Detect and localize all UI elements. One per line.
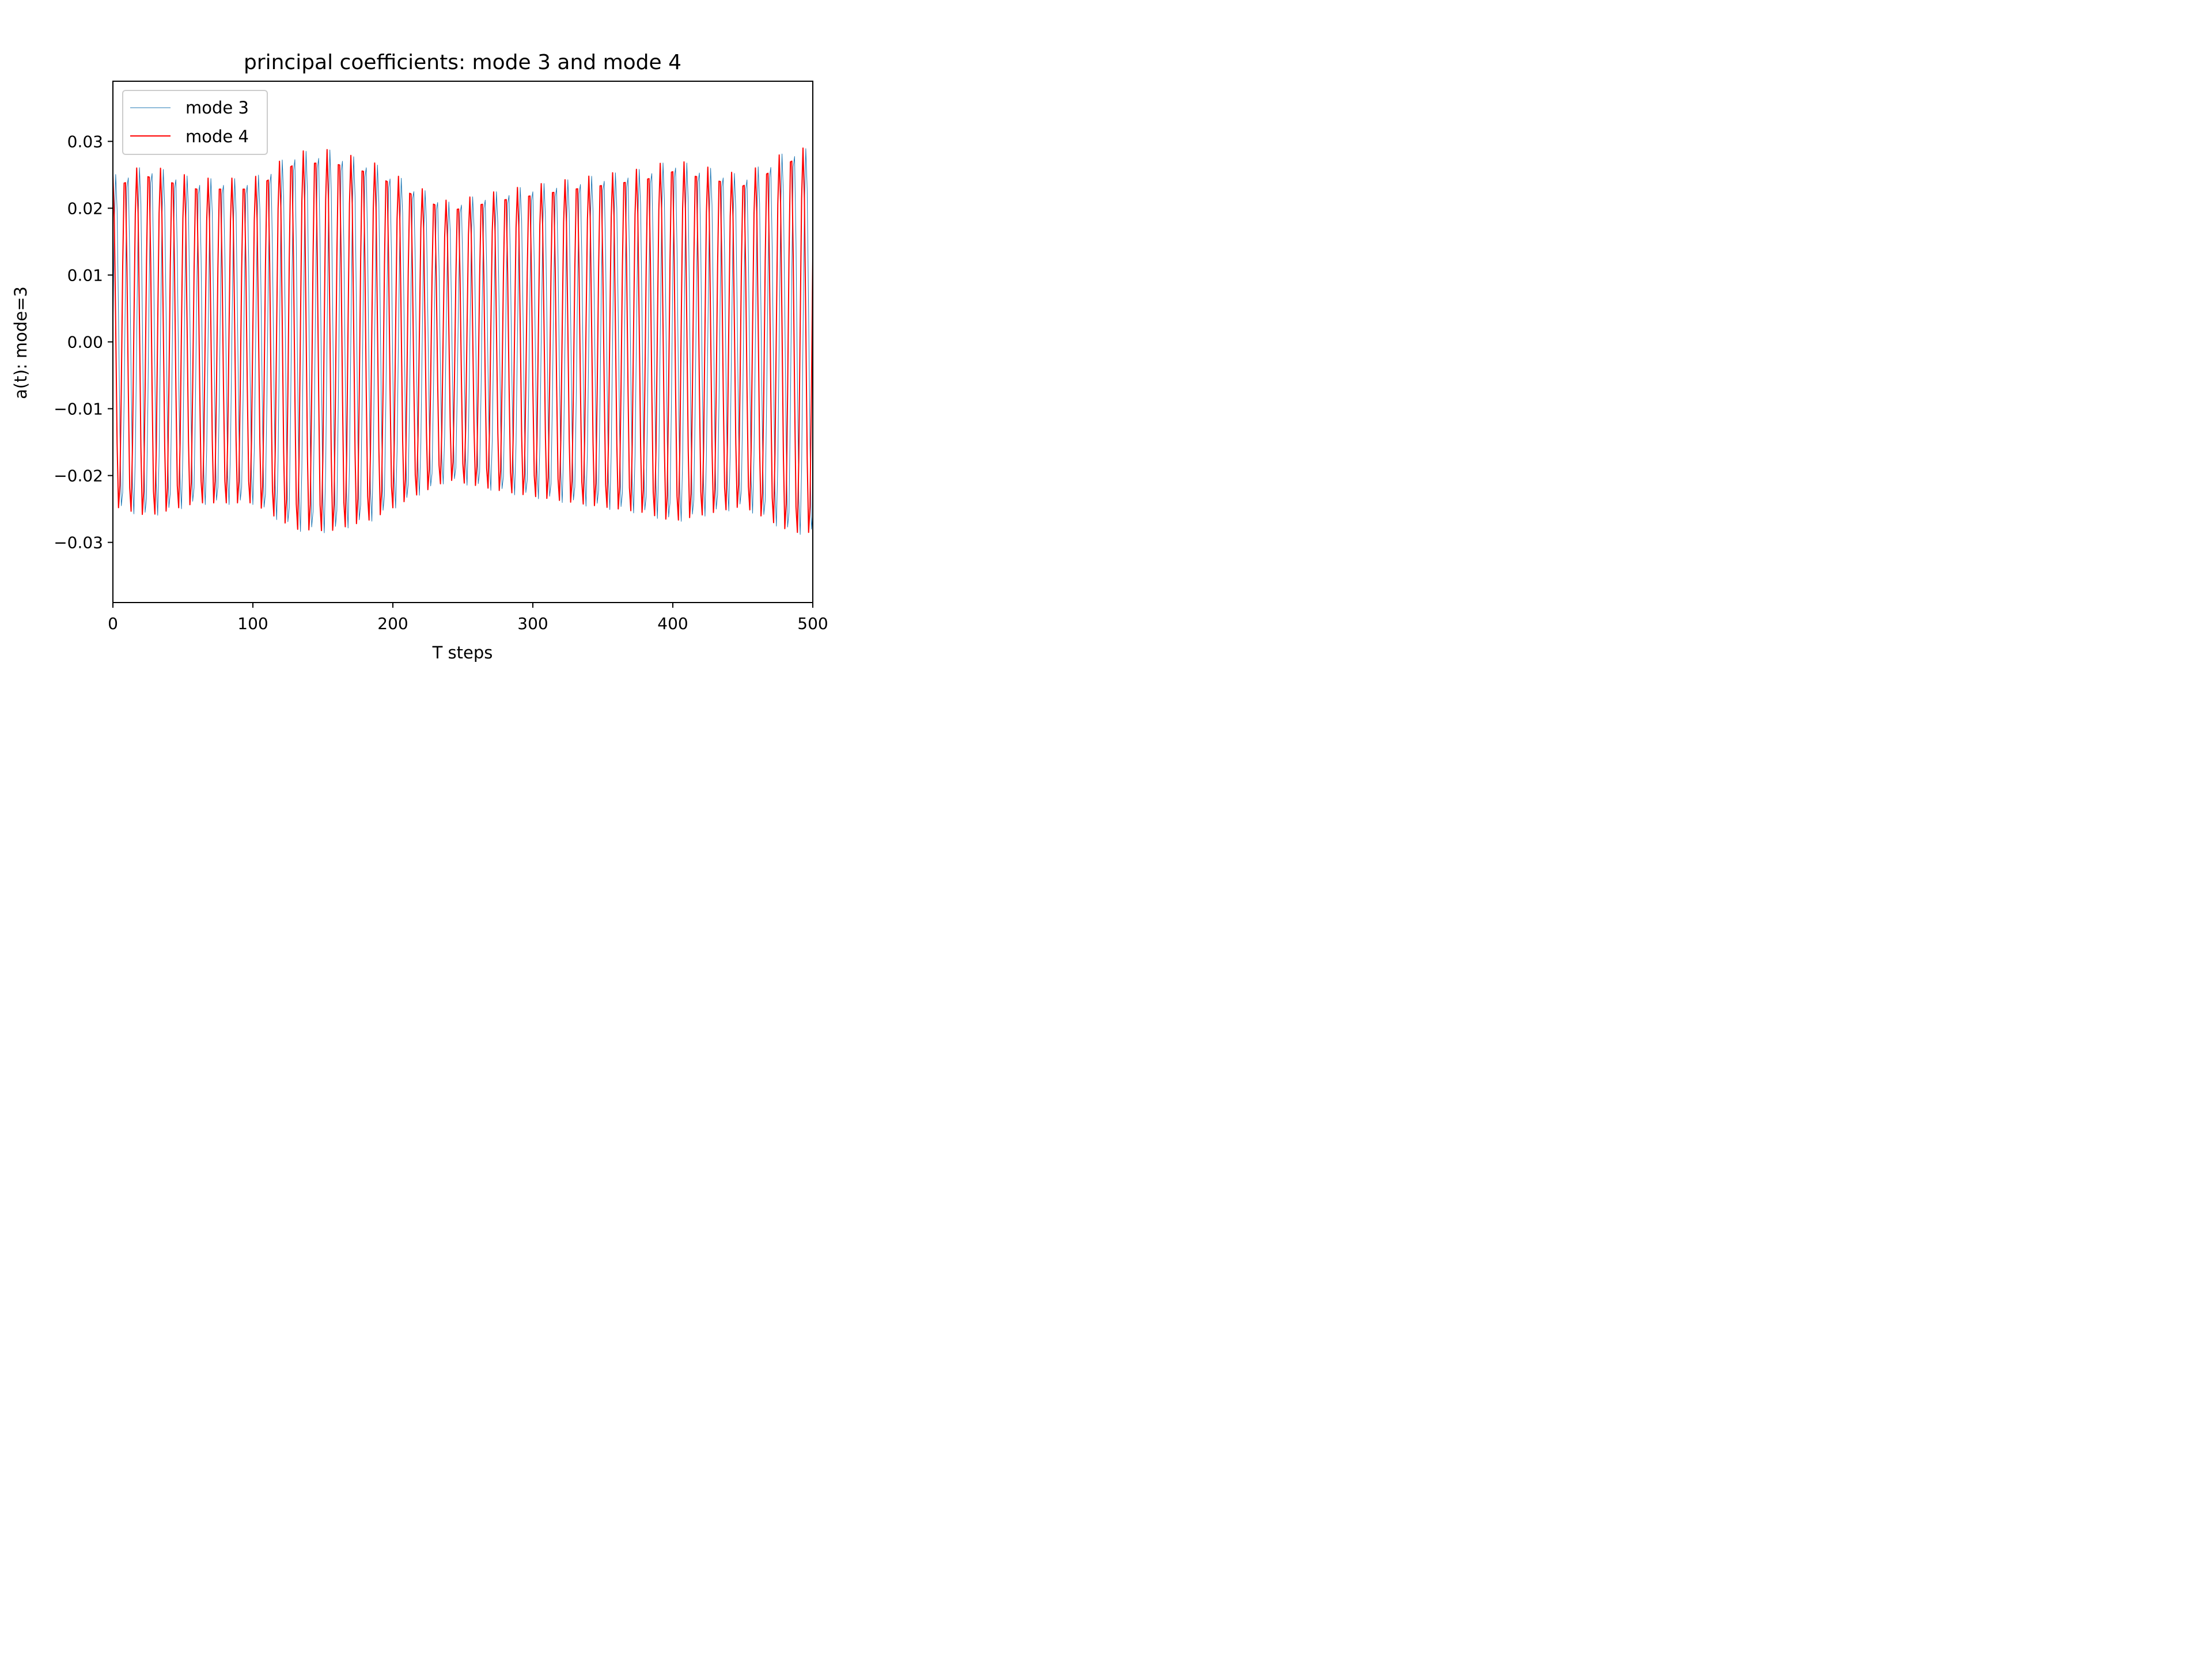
y-tick-label: 0.03	[67, 132, 103, 151]
y-axis-label: a(t): mode=3	[11, 286, 31, 399]
legend-label-mode-4: mode 4	[185, 127, 249, 146]
y-tick-label: 0.01	[67, 266, 103, 285]
legend-box	[122, 90, 268, 155]
chart: principal coefficients: mode 3 and mode …	[0, 0, 891, 668]
x-tick-label: 0	[108, 614, 118, 633]
y-tick-label: −0.03	[54, 533, 103, 552]
x-axis-ticks: 0 100 200 300 400 500	[108, 603, 828, 633]
x-tick-label: 500	[797, 614, 828, 633]
y-tick-label: −0.01	[54, 400, 103, 419]
series-line-mode-3	[113, 148, 813, 535]
legend-label-mode-3: mode 3	[185, 98, 249, 118]
y-tick-label: 0.00	[67, 333, 103, 352]
x-tick-label: 300	[517, 614, 548, 633]
series-line-mode-4	[113, 147, 813, 533]
y-axis-ticks: −0.03 −0.02 −0.01 0.00 0.01 0.02 0.03	[54, 132, 113, 552]
series-layer	[113, 147, 813, 535]
legend: mode 3 mode 4	[122, 90, 268, 155]
y-tick-label: −0.02	[54, 467, 103, 486]
x-tick-label: 400	[657, 614, 688, 633]
x-axis-label: T steps	[432, 643, 493, 662]
y-tick-label: 0.02	[67, 199, 103, 218]
x-tick-label: 200	[377, 614, 408, 633]
chart-title: principal coefficients: mode 3 and mode …	[244, 51, 681, 74]
x-tick-label: 100	[237, 614, 268, 633]
